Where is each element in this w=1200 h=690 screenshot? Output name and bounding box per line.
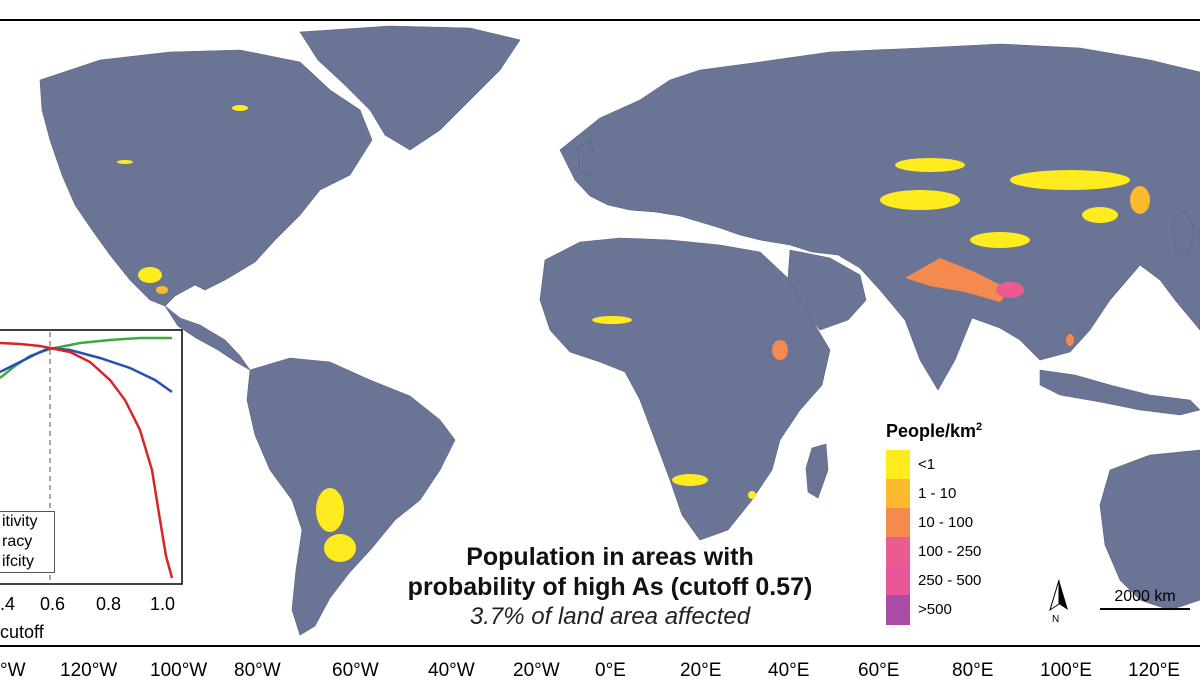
south-america-landmass bbox=[246, 357, 456, 636]
map-subtitle: 3.7% of land area affected bbox=[469, 603, 751, 630]
legend-swatch bbox=[886, 479, 910, 509]
hotspot-argentina-north bbox=[316, 488, 344, 532]
legend-swatch bbox=[886, 508, 910, 538]
legend-title: People/km2 bbox=[886, 421, 1026, 442]
longitude-tick: 80°E bbox=[952, 660, 994, 681]
map-title-line-1: Population in areas with bbox=[466, 543, 754, 571]
longitude-tick: 120°W bbox=[60, 660, 118, 681]
scale-bar-label: 2000 km bbox=[1114, 588, 1176, 605]
hotspot-canada bbox=[232, 105, 248, 111]
population-legend: People/km2 <1 1 - 10 10 - 100 100 - 250 … bbox=[886, 421, 1026, 625]
legend-label: 100 - 250 bbox=[918, 543, 982, 560]
australia-landmass bbox=[1099, 449, 1200, 611]
land-masses bbox=[39, 25, 1200, 636]
hotspot-central-asia bbox=[895, 158, 965, 172]
inset-tick-0: .4 bbox=[0, 594, 16, 614]
longitude-tick: 100°E bbox=[1040, 660, 1092, 681]
hotspot-vietnam bbox=[1066, 334, 1074, 346]
madagascar-landmass bbox=[805, 443, 829, 499]
hotspot-tibet bbox=[970, 232, 1030, 248]
north-arrow-label: N bbox=[1052, 614, 1060, 625]
legend-label: <1 bbox=[918, 456, 936, 473]
legend-label: >500 bbox=[918, 601, 952, 618]
hotspot-sahel bbox=[592, 316, 632, 324]
legend-title-text: People/km bbox=[886, 421, 977, 441]
legend-item: 250 - 500 bbox=[886, 566, 1026, 596]
inset-tick-3: 1.0 bbox=[150, 594, 176, 614]
north-america-landmass bbox=[39, 49, 373, 307]
hotspot-northwest-canada bbox=[117, 160, 133, 164]
longitude-tick: 120°E bbox=[1128, 660, 1180, 681]
hotspot-southern-africa bbox=[672, 474, 708, 486]
legend-item: 10 - 100 bbox=[886, 508, 1026, 538]
legend-label: 1 - 10 bbox=[918, 485, 957, 502]
hotspot-northeast-china bbox=[1130, 186, 1150, 214]
legend-swatch bbox=[886, 537, 910, 567]
scale-bar-line bbox=[1100, 608, 1190, 610]
north-arrow-icon bbox=[1049, 579, 1068, 612]
hotspot-south-africa bbox=[748, 491, 756, 499]
greenland-landmass bbox=[299, 25, 521, 151]
longitude-tick: 60°E bbox=[858, 660, 900, 681]
longitude-tick: 20°E bbox=[680, 660, 722, 681]
map-title-block: Population in areas with probability of … bbox=[360, 542, 860, 632]
longitude-tick: 0°E bbox=[595, 660, 626, 681]
inset-tick-1: 0.6 bbox=[40, 594, 66, 614]
inset-legend-specificity: ifcity bbox=[2, 553, 34, 570]
southeast-asia-islands bbox=[1039, 369, 1200, 416]
scale-bar: 2000 km bbox=[1100, 588, 1190, 610]
hotspot-argentina-south bbox=[324, 534, 356, 562]
longitude-tick: 100°W bbox=[150, 660, 208, 681]
inset-specificity-line bbox=[0, 341, 174, 579]
inset-legend: itivity racy ifcity bbox=[0, 511, 55, 573]
british-isles-landmass bbox=[577, 139, 597, 177]
legend-swatch bbox=[886, 450, 910, 480]
legend-item: 100 - 250 bbox=[886, 537, 1026, 567]
inset-legend-accuracy: racy bbox=[2, 533, 33, 550]
longitude-tick: 40°W bbox=[428, 660, 475, 681]
longitude-tick: 60°W bbox=[332, 660, 379, 681]
inset-legend-sensitivity: itivity bbox=[2, 513, 38, 530]
hotspot-mongolia bbox=[1010, 170, 1130, 190]
legend-item: >500 bbox=[886, 595, 1026, 625]
hotspot-mexico bbox=[138, 267, 162, 283]
legend-item: 1 - 10 bbox=[886, 479, 1026, 509]
hotspot-east-africa bbox=[772, 340, 788, 360]
longitude-tick: 40°E bbox=[768, 660, 810, 681]
inset-sensitivity-line bbox=[0, 346, 173, 394]
population-hotspots bbox=[117, 105, 1150, 562]
hotspot-bangladesh bbox=[996, 282, 1024, 298]
hotspot-kazakhstan bbox=[880, 190, 960, 210]
longitude-tick: 20°W bbox=[513, 660, 560, 681]
legend-swatch bbox=[886, 595, 910, 625]
legend-title-sup: 2 bbox=[976, 421, 983, 433]
hotspot-indo-gangetic bbox=[905, 258, 1010, 302]
longitude-tick: 80°W bbox=[234, 660, 281, 681]
hotspot-north-china bbox=[1082, 207, 1118, 223]
inset-tick-2: 0.8 bbox=[96, 594, 122, 614]
legend-label: 250 - 500 bbox=[918, 572, 982, 589]
map-title-line-2: probability of high As (cutoff 0.57) bbox=[407, 573, 813, 601]
legend-swatch bbox=[886, 566, 910, 596]
longitude-tick: °W bbox=[0, 660, 26, 681]
japan-landmass bbox=[1171, 209, 1196, 257]
legend-label: 10 - 100 bbox=[918, 514, 974, 531]
africa-landmass bbox=[539, 237, 831, 541]
legend-item: <1 bbox=[886, 450, 1026, 480]
inset-x-axis-label: cutoff bbox=[0, 622, 44, 642]
eurasia-landmass bbox=[559, 43, 1200, 391]
hotspot-central-mexico bbox=[156, 286, 168, 294]
